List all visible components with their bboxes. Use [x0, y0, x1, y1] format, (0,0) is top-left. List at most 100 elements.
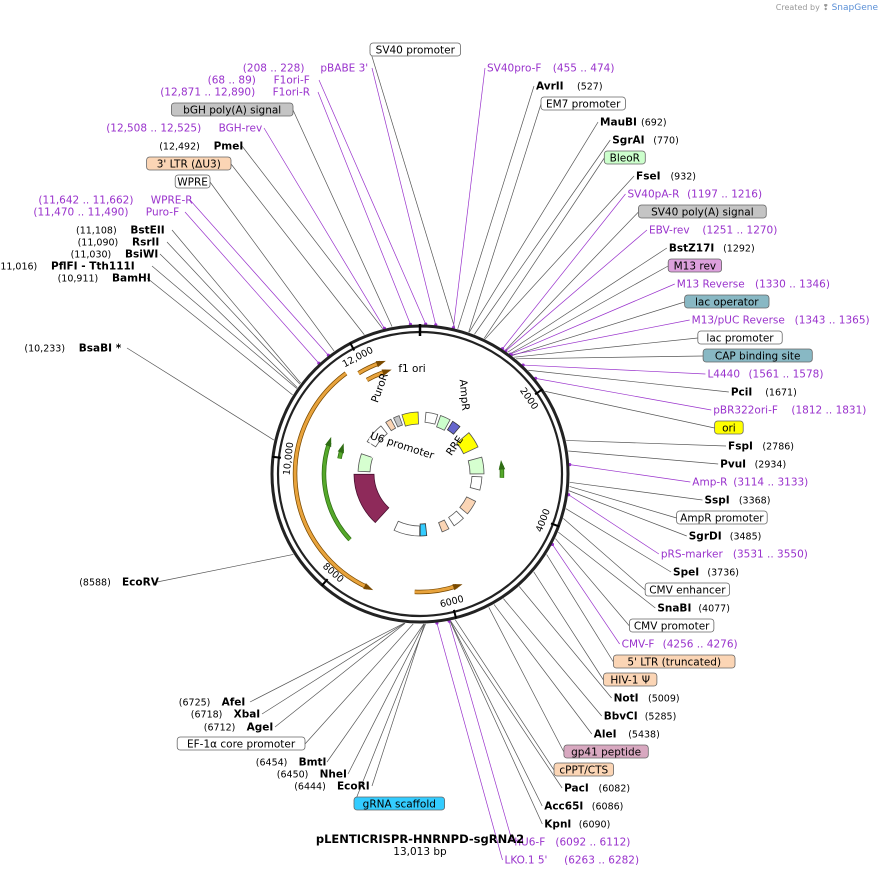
- ef-1-core-promoter-label-text: EF-1α core promoter: [187, 739, 296, 751]
- inner-label-f1-ori: f1 ori: [398, 363, 425, 375]
- paci-name: PacI: [564, 783, 589, 795]
- 5-ltr-truncated-leader: [546, 554, 614, 663]
- l4440-name: L4440: [707, 369, 740, 381]
- sgrdi-name: SgrDI: [689, 531, 722, 543]
- pbr322ori-f-position: (1812 .. 1831): [791, 405, 866, 417]
- m13-rev-leader: [509, 265, 669, 355]
- cmv-promoter-feature-label: CMV promoter: [629, 618, 715, 633]
- cppt-cts-label-text: cPPT/CTS: [559, 765, 608, 777]
- primer-arc-arrowhead: [375, 360, 386, 368]
- sv40-promoter-feature-label: SV40 promoter: [369, 42, 461, 57]
- avrii-position: (527): [577, 82, 603, 93]
- kpni-name: KpnI: [544, 819, 571, 831]
- cap-binding-site-label-text: CAP binding site: [715, 351, 801, 363]
- bsiwi-leader: [159, 253, 298, 388]
- ebv-rev-position: (1251 .. 1270): [702, 225, 777, 237]
- sgrai-enzyme-label: SgrAI (770): [612, 135, 679, 147]
- l4440-primer-label: L4440 (1561 .. 1578): [707, 369, 823, 381]
- fspi-position: (2786): [762, 442, 794, 453]
- bgh-rev-position: (12,508 .. 12,525): [106, 123, 201, 135]
- primer-arc-arrowhead: [381, 369, 392, 376]
- ecorv-enzyme-label: EcoRV (8588): [79, 577, 159, 589]
- lac-promoter-label-text: lac promoter: [706, 333, 774, 345]
- bsabi-position: (10,233): [24, 344, 65, 355]
- cppt-inner-feature: [438, 519, 450, 533]
- bleor-leader: [483, 157, 605, 339]
- sspi-position: (3368): [739, 496, 771, 507]
- wpre-feature-label: WPRE: [174, 174, 211, 189]
- hu6-f-leader: [448, 621, 513, 843]
- amp-r-primer-label: Amp-R (3114 .. 3133): [692, 477, 808, 489]
- pflfi-tth111i-position: (11,016): [0, 262, 37, 273]
- noti-position: (5009): [648, 694, 680, 705]
- f1ori-r-leader: [317, 91, 411, 325]
- pvui-position: (2934): [755, 460, 787, 471]
- kpni-leader: [449, 620, 543, 825]
- bbvci-position: (5285): [645, 712, 677, 723]
- noti-name: NotI: [614, 693, 639, 705]
- hu6-f-position: (6092 .. 6112): [555, 837, 630, 849]
- bgh-poly-a-signal-leader: [292, 109, 393, 327]
- lac-operator-feature-label: lac operator: [684, 294, 770, 309]
- fsei-position: (932): [670, 172, 696, 183]
- alei-leader: [493, 604, 593, 735]
- bbvci-enzyme-label: BbvCI (5285): [604, 711, 677, 723]
- bstz17i-leader: [507, 247, 668, 353]
- bsiwi-enzyme-label: BsiWI (11,030): [71, 249, 159, 261]
- cmv-f-name: CMV-F: [622, 639, 655, 651]
- lac-operator-leader: [511, 301, 685, 356]
- l4440-leader: [523, 364, 706, 375]
- bsabi-name: BsaBI *: [79, 343, 122, 355]
- ecori-leader: [371, 623, 425, 787]
- sv40-promoter-label-text: SV40 promoter: [376, 45, 456, 57]
- lac-promoter-leader: [514, 337, 698, 358]
- bleor-label-text: BleoR: [610, 153, 640, 165]
- m13-puc-reverse-primer-label: M13/pUC Reverse (1343 .. 1365): [692, 315, 870, 327]
- hu6-f-name: hU6-F: [514, 837, 545, 849]
- ecori-position: (6444): [294, 782, 326, 793]
- pmei-leader: [241, 145, 383, 329]
- bsiwi-position: (11,030): [71, 250, 112, 261]
- 3-ltr-u3-feature-label: 3' LTR (ΔU3): [146, 156, 232, 171]
- afei-position: (6725): [179, 698, 211, 709]
- pcii-leader: [528, 369, 729, 393]
- ebv-rev-leader: [505, 229, 648, 352]
- sgrai-position: (770): [653, 136, 679, 147]
- bsiwi-name: BsiWI: [125, 249, 158, 261]
- cmv-enhancer-feature-label: CMV enhancer: [644, 582, 730, 597]
- bstz17i-position: (1292): [723, 244, 755, 255]
- bgh-rev-name: BGH-rev: [219, 123, 263, 135]
- sv40pro-f-leader: [453, 67, 486, 328]
- primer-arc-arrowhead: [498, 460, 506, 470]
- snabi-enzyme-label: SnaBI (4077): [657, 603, 730, 615]
- agei-enzyme-label: AgeI (6712): [204, 722, 273, 734]
- ebv-rev-primer-label: EBV-rev (1251 .. 1270): [649, 225, 777, 237]
- fspi-name: FspI: [728, 441, 753, 453]
- sv40pro-f-primer-label: SV40pro-F (455 .. 474): [487, 63, 614, 75]
- bleor-inner-feature: [436, 414, 451, 431]
- cmv-f-primer-label: CMV-F (4256 .. 4276): [622, 639, 738, 651]
- grna-scaffold-leader: [353, 623, 426, 805]
- credit-brand: SnapGene: [831, 3, 878, 13]
- m13-rev-label-box: [667, 258, 722, 273]
- f1ori-r-name: F1ori-R: [273, 87, 310, 99]
- cmv-f-position: (4256 .. 4276): [663, 639, 738, 651]
- rsrii-name: RsrII: [132, 237, 159, 249]
- bmti-enzyme-label: BmtI (6454): [256, 757, 327, 769]
- ampr-promoter-feature-label: AmpR promoter: [676, 510, 768, 525]
- m13-rev-feature-label: M13 rev: [667, 258, 722, 273]
- m13-puc-reverse-position: (1343 .. 1365): [795, 315, 870, 327]
- pvui-enzyme-label: PvuI (2934): [720, 459, 786, 471]
- cmv-enhancer-leader: [563, 518, 646, 591]
- pbabe-3-leader: [371, 67, 437, 325]
- spei-position: (3736): [707, 568, 739, 579]
- ori-leader: [545, 391, 715, 429]
- avrii-enzyme-label: AvrII (527): [536, 81, 603, 93]
- alei-enzyme-label: AleI (5438): [594, 729, 660, 741]
- grna-scaffold-label-text: gRNA scaffold: [363, 799, 436, 811]
- fspi-leader: [566, 440, 727, 447]
- tick-label: 2000: [517, 386, 540, 412]
- bgh-poly-a-signal-label-box: [170, 102, 294, 117]
- noti-enzyme-label: NotI (5009): [614, 693, 680, 705]
- maubi-name: MauBI: [600, 117, 637, 129]
